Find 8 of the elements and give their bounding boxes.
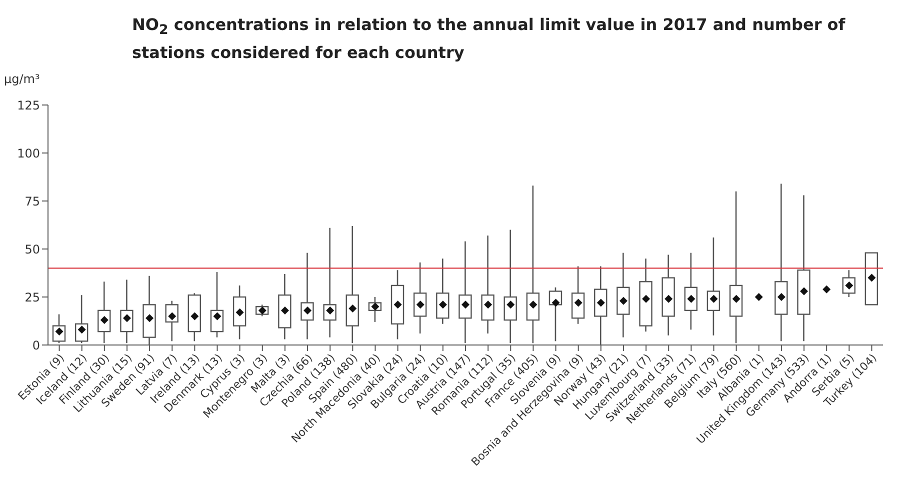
y-tick-label: 25 <box>24 290 40 304</box>
chart-title: NO$_{2}$ concentrations in relation to the annual limit value in 2017 and number of stations considered for each country <box>132 14 846 64</box>
y-axis-title: µg/m³ <box>4 72 40 86</box>
y-tick-label: 100 <box>17 146 40 160</box>
y-tick-label: 125 <box>17 98 40 112</box>
y-tick-label: 0 <box>32 338 40 352</box>
y-tick-label: 75 <box>24 194 40 208</box>
y-tick-label: 50 <box>24 242 40 256</box>
